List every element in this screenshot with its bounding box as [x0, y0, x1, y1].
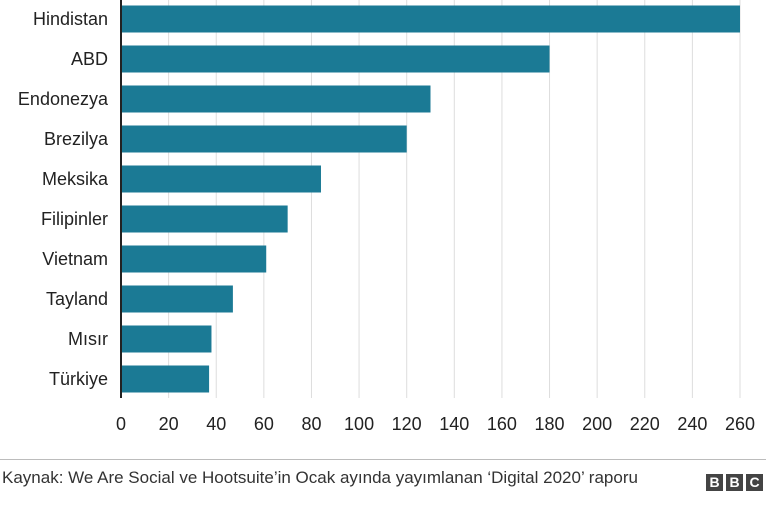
bar	[121, 245, 267, 273]
bbc-logo-letter: B	[726, 474, 743, 491]
x-tick-label: 220	[630, 414, 660, 434]
category-label: ABD	[71, 49, 108, 69]
x-tick-label: 140	[439, 414, 469, 434]
x-axis-ticks: 0 20 40 60 80 100 120 140 160 180 200 220 240 260	[116, 414, 755, 434]
category-label: Vietnam	[42, 249, 108, 269]
bar	[121, 85, 431, 113]
x-tick-label: 180	[535, 414, 565, 434]
x-tick-label: 260	[725, 414, 755, 434]
x-tick-label: 60	[254, 414, 274, 434]
bars	[121, 5, 740, 393]
bbc-logo-letter: B	[706, 474, 723, 491]
x-tick-label: 40	[206, 414, 226, 434]
x-tick-label: 20	[159, 414, 179, 434]
bbc-logo-letter: C	[746, 474, 763, 491]
x-tick-label: 240	[677, 414, 707, 434]
bar	[121, 165, 321, 193]
bar	[121, 325, 212, 353]
bar	[121, 125, 407, 153]
x-tick-label: 100	[344, 414, 374, 434]
category-label: Meksika	[42, 169, 109, 189]
x-tick-label: 0	[116, 414, 126, 434]
footer-divider	[0, 459, 766, 460]
bar	[121, 205, 288, 233]
bar	[121, 285, 233, 313]
bar	[121, 45, 550, 73]
bar	[121, 365, 210, 393]
category-label: Filipinler	[41, 209, 108, 229]
source-note: Kaynak: We Are Social ve Hootsuite’in Oc…	[2, 468, 638, 487]
category-label: Tayland	[46, 289, 108, 309]
category-label: Mısır	[68, 329, 108, 349]
bbc-logo: B B C	[706, 474, 763, 491]
x-tick-label: 200	[582, 414, 612, 434]
bar-chart: Hindistan ABD Endonezya Brezilya Meksika Fili…	[18, 0, 755, 434]
category-label: Türkiye	[49, 369, 108, 389]
category-label: Hindistan	[33, 9, 108, 29]
category-label: Brezilya	[44, 129, 109, 149]
x-tick-label: 80	[301, 414, 321, 434]
category-label: Endonezya	[18, 89, 109, 109]
x-tick-label: 120	[392, 414, 422, 434]
x-tick-label: 160	[487, 414, 517, 434]
category-labels: Hindistan ABD Endonezya Brezilya Meksika Fili…	[18, 9, 109, 389]
bar	[121, 5, 740, 33]
